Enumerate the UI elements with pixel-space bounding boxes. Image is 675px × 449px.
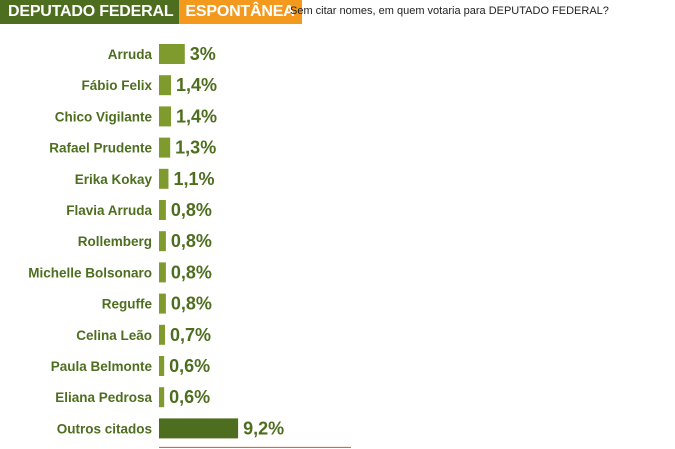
category-label: Outros citados — [57, 421, 152, 436]
value-label: 0,8% — [171, 231, 212, 251]
bar — [159, 387, 165, 408]
category-label: Reguffe — [102, 297, 153, 312]
category-label: Erika Kokay — [75, 172, 153, 187]
category-label: Chico Vigilante — [55, 109, 153, 124]
bar — [159, 418, 239, 439]
value-label: 0,6% — [169, 356, 210, 376]
bar — [159, 356, 165, 376]
bar — [159, 137, 171, 158]
category-label: Celina Leão — [76, 328, 152, 343]
bar — [159, 231, 166, 252]
category-label: Fábio Felix — [81, 78, 152, 93]
value-label: 0,8% — [171, 200, 212, 220]
bar — [159, 75, 172, 96]
value-label: 0,8% — [171, 262, 212, 282]
bar — [159, 106, 172, 127]
bar — [159, 293, 166, 314]
category-label: Rollemberg — [78, 234, 152, 249]
category-label: Michelle Bolsonaro — [28, 265, 152, 280]
value-label: 1,3% — [175, 138, 216, 158]
value-label: 9,2% — [243, 418, 284, 438]
header-tag: ESPONTÂNEA — [179, 0, 302, 24]
bar — [159, 168, 169, 189]
value-label: 1,4% — [176, 75, 217, 95]
value-label: 1,4% — [176, 106, 217, 126]
category-label: Rafael Prudente — [49, 141, 152, 156]
bar — [159, 44, 185, 64]
value-label: 0,6% — [169, 387, 210, 407]
value-label: 0,8% — [171, 294, 212, 314]
value-label: 0,7% — [170, 325, 211, 345]
survey-question: Sem citar nomes, em quem votaria para DE… — [290, 5, 609, 17]
chart-header: DEPUTADO FEDERAL ESPONTÂNEA — [0, 0, 302, 24]
category-label: Paula Belmonte — [51, 359, 153, 374]
category-label: Eliana Pedrosa — [55, 390, 152, 405]
bar — [159, 324, 166, 345]
bar — [159, 200, 166, 220]
header-title: DEPUTADO FEDERAL — [0, 0, 180, 24]
category-label: Arruda — [108, 47, 153, 62]
value-label: 3% — [190, 44, 216, 64]
category-label: Flavia Arruda — [66, 203, 152, 218]
value-label: 1,1% — [173, 169, 214, 189]
bar — [159, 262, 166, 283]
